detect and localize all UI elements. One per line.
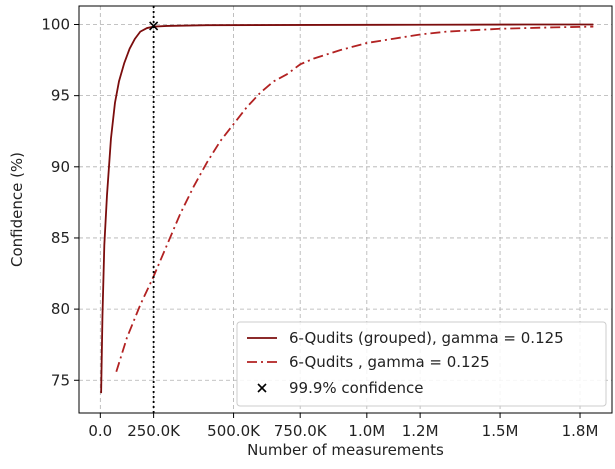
series-line [100,23,594,394]
plot-frame [78,5,613,414]
legend-label: 99.9% confidence [289,379,424,397]
x-axis-ticks: 0.0 250.0K 500.0K 750.0K 1.0M 1.2M 1.5M 1.8M [88,413,598,440]
x-tick-label: 500.0K [207,422,261,440]
x-tick-label: 1.8M [562,422,599,440]
marker-stroke [257,383,267,393]
confidence-marker [149,21,159,31]
x-tick-label: 1.5M [482,422,519,440]
y-axis-ticks: 75 80 85 90 95 100 [41,16,79,389]
legend-box [236,321,607,407]
legend: 6-Qudits (grouped), gamma = 0.125 6-Qudit… [236,321,607,407]
legend-marker-swatch [257,383,267,393]
y-tick-label: 90 [51,158,70,176]
y-axis-label: Confidence (%) [8,152,26,267]
legend-label: 6-Qudits (grouped), gamma = 0.125 [289,329,564,347]
x-tick-label: 250.0K [127,422,181,440]
x-tick-label: 750.0K [274,422,328,440]
marker-stroke [149,21,159,31]
series-lines [100,23,594,394]
legend-label: 6-Qudits , gamma = 0.125 [289,353,490,371]
y-tick-label: 100 [41,16,70,34]
x-tick-label: 1.0M [348,422,385,440]
y-tick-label: 80 [51,300,70,318]
series-line [115,25,594,372]
y-tick-label: 95 [51,87,70,105]
x-tick-label: 0.0 [88,422,112,440]
y-tick-label: 85 [51,229,70,247]
markers [149,6,159,413]
legend-items: 6-Qudits (grouped), gamma = 0.125 6-Qudit… [247,329,564,397]
x-axis-label: Number of measurements [247,441,444,459]
x-tick-label: 1.2M [402,422,439,440]
y-tick-label: 75 [51,371,70,389]
